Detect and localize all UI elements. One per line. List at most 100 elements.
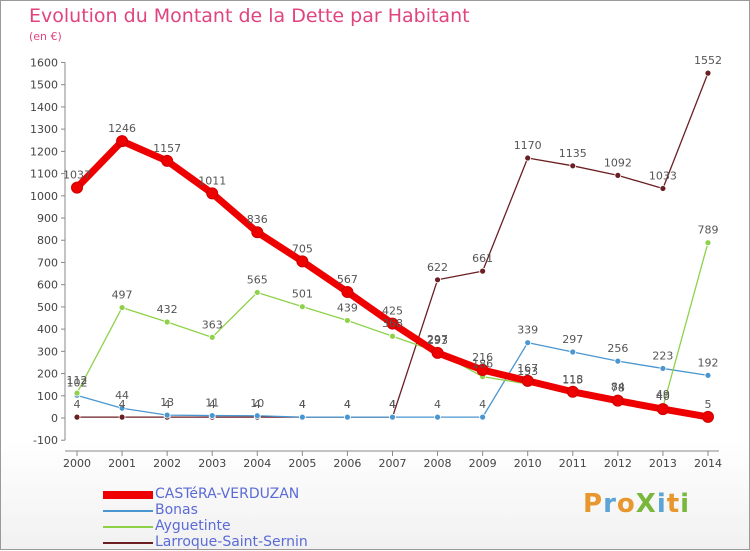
data-point xyxy=(569,348,577,356)
x-tick-label: 2014 xyxy=(694,457,722,470)
x-tick-label: 2013 xyxy=(649,457,677,470)
data-label: 4 xyxy=(299,398,306,411)
data-point xyxy=(116,135,129,148)
logo-letter: t xyxy=(666,489,681,519)
data-point xyxy=(659,365,667,372)
y-tick-label: 1600 xyxy=(30,56,58,69)
data-point xyxy=(253,289,261,296)
data-label: 44 xyxy=(115,389,129,402)
y-tick-label: 500 xyxy=(37,301,58,314)
data-point xyxy=(704,69,712,77)
x-tick-label: 2005 xyxy=(288,457,316,470)
data-point xyxy=(386,317,399,330)
data-label: 4 xyxy=(254,398,261,411)
data-point xyxy=(344,413,351,421)
y-tick-label: 1500 xyxy=(30,79,58,92)
legend-swatch xyxy=(103,491,153,499)
data-label: 1170 xyxy=(514,139,542,152)
logo-letter: P xyxy=(583,489,604,519)
y-tick-label: 700 xyxy=(37,256,58,269)
data-label: 368 xyxy=(382,317,403,330)
x-tick-label: 2009 xyxy=(469,457,497,470)
y-tick-label: 300 xyxy=(37,345,58,358)
y-tick-label: 400 xyxy=(37,323,58,336)
data-label: 339 xyxy=(517,324,538,337)
y-tick-label: 1200 xyxy=(30,145,58,158)
data-label: 118 xyxy=(562,373,583,386)
data-point xyxy=(434,276,441,284)
data-label: 84 xyxy=(611,380,625,393)
data-label: 501 xyxy=(292,288,313,301)
data-label: 1552 xyxy=(694,54,722,67)
series-line xyxy=(76,72,709,418)
legend-label: Larroque-Saint-Sernin xyxy=(155,534,308,550)
x-tick-label: 2006 xyxy=(333,457,361,470)
data-label: 297 xyxy=(427,333,448,346)
data-label: 192 xyxy=(697,356,718,369)
series-line xyxy=(73,137,712,421)
data-label: 11 xyxy=(205,397,219,410)
data-point xyxy=(479,267,487,275)
data-point xyxy=(161,154,174,167)
data-point xyxy=(569,162,577,170)
y-tick-label: 1100 xyxy=(30,168,58,181)
y-tick-label: -100 xyxy=(33,434,58,447)
data-point xyxy=(479,413,487,421)
data-point xyxy=(118,304,126,311)
data-label: 4 xyxy=(164,398,171,411)
data-label: 1246 xyxy=(108,122,136,135)
y-tick-label: 800 xyxy=(37,234,58,247)
data-point xyxy=(118,404,126,412)
x-tick-label: 2008 xyxy=(424,457,452,470)
data-point xyxy=(431,346,444,359)
proxiti-logo: ProXiti xyxy=(583,489,690,519)
chart-unit-label: (en €) xyxy=(29,30,62,43)
data-label: 1037 xyxy=(63,169,91,182)
x-tick-label: 2002 xyxy=(153,457,181,470)
data-point xyxy=(566,385,579,398)
data-label: 223 xyxy=(652,349,673,362)
legend-label: Bonas xyxy=(155,502,198,518)
data-point xyxy=(389,332,396,340)
data-label: 661 xyxy=(472,252,493,265)
data-point xyxy=(656,403,669,416)
legend-label: Ayguetinte xyxy=(155,518,231,534)
legend-label: CASTéRA-VERDUZAN xyxy=(155,486,300,502)
data-point xyxy=(298,303,306,311)
logo-letter: X xyxy=(635,489,657,519)
chart-title: Evolution du Montant de la Dette par Hab… xyxy=(29,5,470,27)
data-point xyxy=(253,412,261,420)
data-label: 4 xyxy=(344,398,351,411)
data-label: 4 xyxy=(434,398,441,411)
data-point xyxy=(298,413,306,421)
data-label: 425 xyxy=(382,305,403,318)
legend-swatch xyxy=(103,526,153,528)
data-point xyxy=(476,364,489,377)
legend-swatch xyxy=(103,510,153,512)
data-label: 78 xyxy=(611,382,625,395)
y-tick-label: 100 xyxy=(37,390,58,403)
logo-letter: o xyxy=(616,489,636,519)
logo-letter: r xyxy=(603,489,617,519)
data-point xyxy=(341,286,354,299)
data-point xyxy=(704,371,712,379)
data-point xyxy=(521,374,534,387)
x-tick-label: 2010 xyxy=(514,457,542,470)
data-point xyxy=(251,226,264,239)
data-point xyxy=(524,339,532,347)
data-point xyxy=(659,185,667,192)
data-point xyxy=(611,394,624,407)
data-label: 256 xyxy=(607,342,628,355)
data-point xyxy=(71,181,83,194)
data-label: 1011 xyxy=(198,174,226,187)
logo-letter: i xyxy=(656,489,667,519)
data-point xyxy=(206,187,219,200)
data-label: 4 xyxy=(74,398,81,411)
y-tick-label: 1300 xyxy=(30,123,58,136)
data-label: 112 xyxy=(67,374,88,387)
data-point xyxy=(704,239,712,247)
data-point xyxy=(118,413,126,421)
data-point xyxy=(296,255,309,268)
data-label: 789 xyxy=(697,224,718,237)
